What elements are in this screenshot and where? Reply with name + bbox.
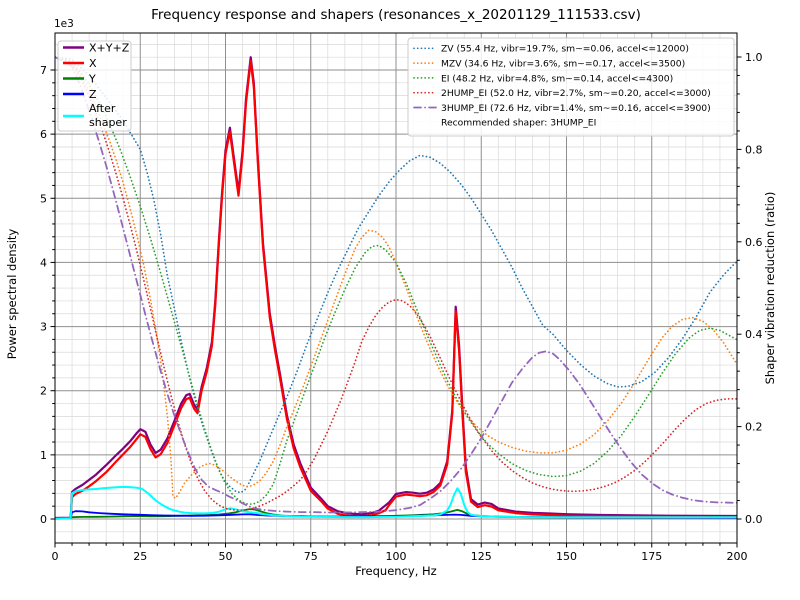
legend-psd-label: shaper	[89, 116, 127, 129]
series-zv	[55, 56, 737, 494]
y-left-tick-label: 5	[40, 192, 47, 205]
series-group	[55, 56, 737, 520]
legend-psd-label: Z	[89, 88, 97, 101]
y-left-axis-label: Power spectral density	[5, 229, 19, 360]
series-2hump-ei	[55, 56, 737, 512]
y-right-tick-label: 0.6	[745, 236, 763, 249]
x-tick-label: 25	[133, 550, 147, 563]
y-left-tick-label: 0	[40, 513, 47, 526]
legend-shapers: ZV (55.4 Hz, vibr=19.7%, sm~=0.06, accel…	[407, 37, 735, 137]
legend-shaper-label: 3HUMP_EI (72.6 Hz, vibr=1.4%, sm~=0.16, …	[441, 103, 711, 114]
y-left-tick-label: 6	[40, 128, 47, 141]
y-right-tick-label: 0.8	[745, 143, 763, 156]
legend-shaper-label: EI (48.2 Hz, vibr=4.8%, sm~=0.14, accel<…	[441, 73, 673, 84]
legend-shaper-label: ZV (55.4 Hz, vibr=19.7%, sm~=0.06, accel…	[441, 44, 689, 55]
x-tick-label: 100	[386, 550, 407, 563]
y-right-axis-label: Shaper vibration reduction (ratio)	[763, 192, 777, 385]
y-left-offset-text: 1e3	[54, 18, 74, 30]
y-right-tick-label: 1.0	[745, 51, 763, 64]
x-tick-label: 200	[727, 550, 748, 563]
y-right-tick-label: 0.0	[745, 513, 763, 526]
series-3hump-ei	[55, 56, 737, 514]
grid-minor	[55, 33, 737, 543]
legend-shaper-label: 2HUMP_EI (52.0 Hz, vibr=2.7%, sm~=0.20, …	[441, 88, 711, 99]
x-tick-label: 50	[219, 550, 233, 563]
x-tick-label: 75	[304, 550, 318, 563]
chart-title: Frequency response and shapers (resonanc…	[151, 7, 641, 23]
series-after-shaper	[55, 485, 737, 520]
y-right-tick-label: 0.4	[745, 328, 763, 341]
legend-shaper-label: MZV (34.6 Hz, vibr=3.6%, sm~=0.17, accel…	[441, 59, 685, 70]
legend-psd-label: X+Y+Z	[89, 42, 130, 55]
y-left-tick-label: 4	[40, 256, 47, 269]
series-x	[55, 59, 737, 520]
series-mzv	[55, 56, 737, 500]
y-right-tick-label: 0.2	[745, 421, 763, 434]
x-tick-label: 175	[641, 550, 662, 563]
legend-psd-label: Y	[88, 73, 96, 86]
y-left-tick-label: 1	[40, 449, 47, 462]
legend-psd-label: X	[89, 57, 97, 70]
legend-psd-label: After	[89, 102, 116, 115]
x-tick-label: 150	[556, 550, 577, 563]
y-left-tick-label: 3	[40, 321, 47, 334]
axis-ticks: 0 25 50 75 100 125 150 175 200 0 1 2 3 4 5 6 7 0.0 0.2 0.4 0…	[40, 51, 763, 563]
legend-recommended-note: Recommended shaper: 3HUMP_EI	[441, 118, 596, 129]
x-tick-label: 0	[52, 550, 59, 563]
y-left-tick-label: 2	[40, 385, 47, 398]
series-ei	[55, 56, 737, 506]
y-left-tick-label: 7	[40, 64, 47, 77]
x-tick-label: 125	[471, 550, 492, 563]
x-axis-label: Frequency, Hz	[355, 564, 437, 578]
